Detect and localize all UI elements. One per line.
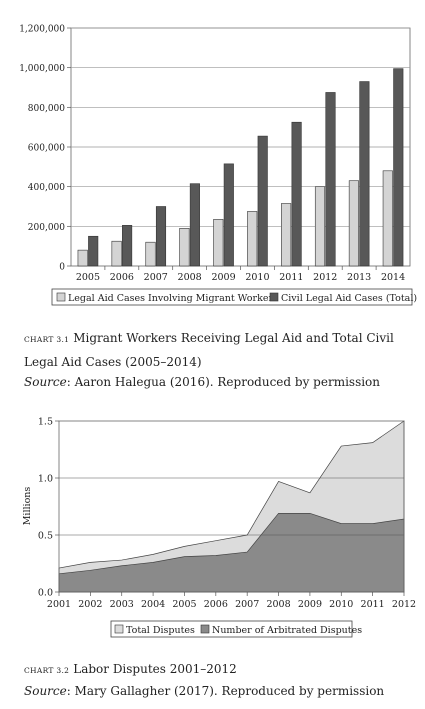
x-tick-label: 2006: [110, 272, 134, 283]
source-text: : Mary Gallagher (2017). Reproduced by p…: [66, 684, 385, 698]
bar-migrant-workers: [145, 241, 156, 267]
x-tick-label: 2010: [245, 272, 269, 283]
x-tick-label: 2002: [78, 599, 102, 610]
bar-civil-legal-aid-total: [257, 135, 268, 267]
x-tick-label: 2007: [235, 599, 259, 610]
bar-migrant-workers: [348, 180, 359, 267]
area-arbitrated-disputes: [58, 512, 405, 593]
bar-migrant-workers: [111, 240, 122, 267]
chart-3-2-caption: CHART 3.2 Labor Disputes 2001–2012: [24, 658, 419, 682]
y-tick-label: 600,000: [28, 144, 65, 154]
x-tick-label: 2012: [313, 272, 337, 283]
x-tick-label: 2012: [392, 599, 416, 610]
legend-swatch-total-disputes: [114, 624, 124, 634]
y-tick-label: 1,000,000: [19, 64, 65, 74]
x-tick-label: 2009: [298, 599, 322, 610]
x-tick-label: 2014: [381, 272, 405, 283]
bar-civil-legal-aid-total: [155, 206, 167, 267]
legend-swatch-arbitrated: [200, 624, 210, 634]
source-text: : Aaron Halegua (2016). Reproduced by pe…: [66, 375, 381, 389]
x-tick-label: 2010: [329, 599, 353, 610]
source-label: Source: [24, 375, 67, 389]
y-tick-label: 0: [59, 263, 65, 273]
chart-3-2-number: CHART 3.2: [24, 666, 70, 675]
legend-label-arbitrated: Number of Arbitrated Disputes: [212, 625, 362, 636]
x-tick-label: 2006: [204, 599, 228, 610]
bar-civil-legal-aid-total: [325, 92, 336, 267]
y-tick-label: 0.0: [38, 588, 53, 599]
legend-label-total-disputes: Total Disputes: [126, 625, 195, 636]
x-tick-label: 2008: [266, 599, 290, 610]
y-tick-label: 400,000: [28, 183, 65, 193]
bar-migrant-workers: [213, 219, 224, 267]
y-tick-label: 800,000: [28, 104, 65, 114]
chart-3-1-source: Source: Aaron Halegua (2016). Reproduced…: [24, 371, 419, 393]
bar-migrant-workers: [281, 203, 292, 267]
y-tick-label: 200,000: [28, 223, 65, 233]
y-axis-label: Millions: [22, 487, 33, 526]
x-tick-label: 2011: [361, 599, 385, 610]
legend-box: [110, 620, 353, 638]
x-tick-label: 2008: [178, 272, 202, 283]
chart-3-2-source: Source: Mary Gallagher (2017). Reproduce…: [24, 680, 419, 702]
x-tick-label: 2005: [76, 272, 100, 283]
bar-civil-legal-aid-total: [291, 121, 302, 267]
legend-label-total: Civil Legal Aid Cases (Total): [281, 293, 417, 304]
x-tick-label: 2011: [279, 272, 303, 283]
bar-civil-legal-aid-total: [88, 235, 99, 267]
legend-swatch-total: [269, 292, 279, 302]
x-tick-label: 2007: [144, 272, 168, 283]
x-tick-label: 2013: [347, 272, 371, 283]
legend-swatch-migrant: [56, 292, 66, 302]
bar-migrant-workers: [247, 211, 258, 267]
x-tick-label: 2005: [172, 599, 196, 610]
bar-migrant-workers: [77, 249, 88, 267]
chart-3-2-title: Labor Disputes 2001–2012: [73, 662, 237, 676]
y-tick-label: 1,200,000: [19, 25, 65, 35]
x-tick-label: 2003: [110, 599, 134, 610]
bar-civil-legal-aid-total: [223, 163, 234, 267]
legend-label-migrant: Legal Aid Cases Involving Migrant Worker…: [68, 293, 278, 304]
bar-migrant-workers: [314, 186, 326, 267]
x-tick-label: 2004: [141, 599, 165, 610]
chart-3-1-number: CHART 3.1: [24, 335, 70, 344]
legend-box: [51, 288, 413, 306]
bar-migrant-workers: [382, 170, 393, 267]
bar-civil-legal-aid-total: [122, 225, 133, 267]
bar-civil-legal-aid-total: [359, 81, 370, 267]
bar-chart-legal-aid: 0 200,000 400,000 600,000 800,000 1,000,000 1,…: [19, 25, 417, 306]
chart-3-1-title: Migrant Workers Receiving Legal Aid and …: [24, 331, 394, 369]
bar-migrant-workers: [179, 228, 190, 267]
plot-area: [58, 420, 405, 593]
y-tick-label: 1.0: [38, 474, 53, 485]
x-tick-label: 2001: [47, 599, 71, 610]
x-tick-label: 2009: [211, 272, 235, 283]
area-chart-labor-disputes: 0.0 0.5 1.0 1.5 2001 2002 2003 2004 2005 2006 200…: [22, 417, 416, 638]
source-label: Source: [24, 684, 67, 698]
y-tick-label: 1.5: [38, 417, 53, 428]
bar-civil-legal-aid-total: [393, 68, 404, 267]
bar-civil-legal-aid-total: [189, 183, 200, 267]
chart-3-1-caption: CHART 3.1 Migrant Workers Receiving Legal…: [24, 327, 419, 373]
y-tick-label: 0.5: [38, 531, 53, 542]
